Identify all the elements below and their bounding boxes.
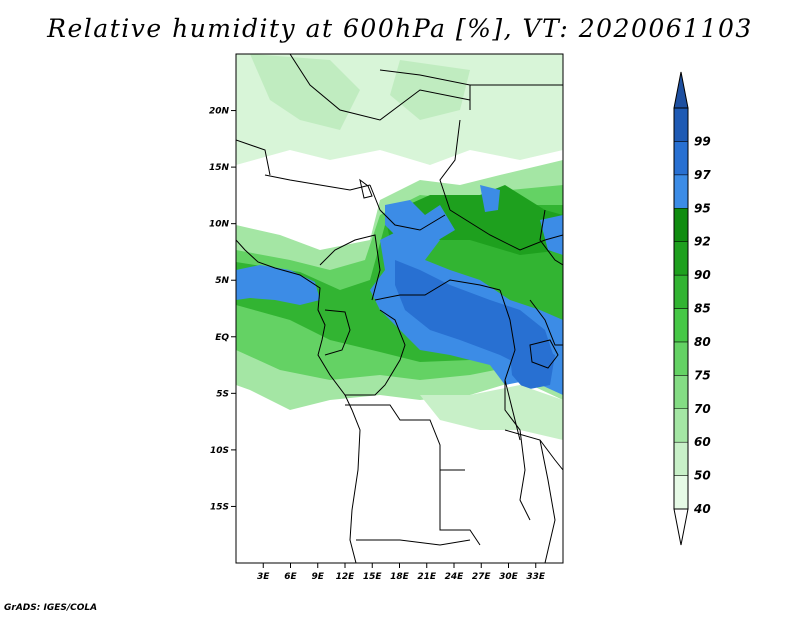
grads-credit: GrADS: IGES/COLA <box>4 603 98 613</box>
map-title: Relative humidity at 600hPa [%], VT: 202… <box>47 14 753 43</box>
lon-tick-label: 12E <box>336 572 356 582</box>
colorbar-label: 95 <box>694 201 711 215</box>
border-nigeria-cameroon <box>319 234 381 301</box>
colorbar-swatch <box>673 475 689 510</box>
humidity-zone-saturated-east <box>540 215 563 255</box>
border-mali-niger <box>236 139 271 176</box>
border-uganda-kenya <box>529 299 563 346</box>
lon-tick-label: 6E <box>284 572 297 582</box>
colorbar-swatch <box>673 375 689 410</box>
border-namibia <box>356 539 471 546</box>
humidity-zone-saturated-core <box>395 260 555 370</box>
colorbar-label: 40 <box>693 502 711 516</box>
border-car-drc <box>374 279 501 301</box>
border-mozambique <box>539 439 556 563</box>
colorbar-label: 92 <box>694 235 711 249</box>
lon-tick-label: 24E <box>445 572 465 582</box>
border-sudan-south-sudan <box>449 209 563 251</box>
lake-tanganyika <box>504 379 521 441</box>
lat-tick-label: 5S <box>216 389 229 399</box>
humidity-zone-fringe-south <box>420 385 563 440</box>
lat-tick-label: 10N <box>209 220 230 230</box>
colorbar-label: 60 <box>694 435 711 449</box>
border-algeria-niger <box>289 54 471 121</box>
longitude-axis: 3E 6E 9E 12E 15E 18E 21E 24E 27E 30E 33E <box>257 563 546 582</box>
border-gabon <box>324 309 351 356</box>
colorbar-label: 85 <box>694 302 711 316</box>
border-niger-nigeria <box>264 174 371 191</box>
lon-tick-label: 33E <box>526 572 546 582</box>
lat-tick-label: 5N <box>215 276 229 286</box>
border-zambia-tanzania <box>504 429 563 471</box>
lat-tick-label: 20N <box>209 107 230 117</box>
colorbar-swatch <box>673 174 689 209</box>
border-angola-zambia <box>439 470 481 546</box>
humidity-zone-light-ne <box>250 54 360 130</box>
lon-tick-label: 21E <box>417 572 437 582</box>
humidity-field <box>236 54 563 440</box>
colorbar-label: 80 <box>694 335 711 349</box>
border-libya-chad <box>379 69 471 110</box>
humidity-zone-saturated-ne <box>480 185 500 212</box>
colorbar-swatch <box>673 274 689 309</box>
colorbar-swatch <box>673 341 689 376</box>
colorbar-label: 50 <box>694 469 711 483</box>
border-drc-east <box>499 289 531 521</box>
colorbar-label: 97 <box>694 168 711 182</box>
colorbar-swatch <box>673 441 689 476</box>
lon-tick-label: 3E <box>257 572 270 582</box>
colorbar-swatch <box>673 107 689 142</box>
lon-tick-label: 27E <box>472 572 492 582</box>
lat-tick-label: 10S <box>210 446 229 456</box>
lat-tick-label: 15S <box>210 502 229 512</box>
humidity-zone-saturated-lake <box>510 345 555 390</box>
colorbar-swatch <box>673 308 689 343</box>
colorbar-swatch <box>673 241 689 276</box>
colorbar: 40 50 60 70 75 80 85 90 92 95 97 99 <box>673 71 711 546</box>
lake-victoria <box>529 339 559 369</box>
lon-tick-label: 18E <box>390 572 410 582</box>
colorbar-swatch <box>673 408 689 443</box>
lon-tick-label: 15E <box>363 572 383 582</box>
latitude-axis: 20N 15N 10N 5N EQ 5S 10S 15S <box>209 107 236 512</box>
border-chad-sudan <box>439 119 461 211</box>
colorbar-frame <box>673 107 689 510</box>
colorbar-swatch <box>673 141 689 176</box>
colorbar-low-arrow <box>673 508 689 546</box>
country-borders <box>236 54 563 563</box>
colorbar-label: 75 <box>694 368 711 382</box>
humidity-zone-saturated-north <box>385 200 455 245</box>
colorbar-high-arrow <box>673 71 689 109</box>
humidity-zone-light-n2 <box>390 60 470 120</box>
border-congo-drc <box>345 309 406 396</box>
lat-tick-label: 15N <box>209 163 230 173</box>
lon-tick-label: 30E <box>499 572 519 582</box>
colorbar-label: 99 <box>694 134 711 148</box>
lake-chad <box>359 178 373 199</box>
colorbar-label: 90 <box>694 268 711 282</box>
border-ethiopia <box>539 209 563 266</box>
colorbar-label: 70 <box>694 402 711 416</box>
lat-tick-label: EQ <box>215 333 229 343</box>
coastline-west-africa <box>236 239 361 563</box>
border-chad-car <box>369 184 446 231</box>
colorbar-swatch <box>673 208 689 242</box>
lon-tick-label: 9E <box>312 572 325 582</box>
